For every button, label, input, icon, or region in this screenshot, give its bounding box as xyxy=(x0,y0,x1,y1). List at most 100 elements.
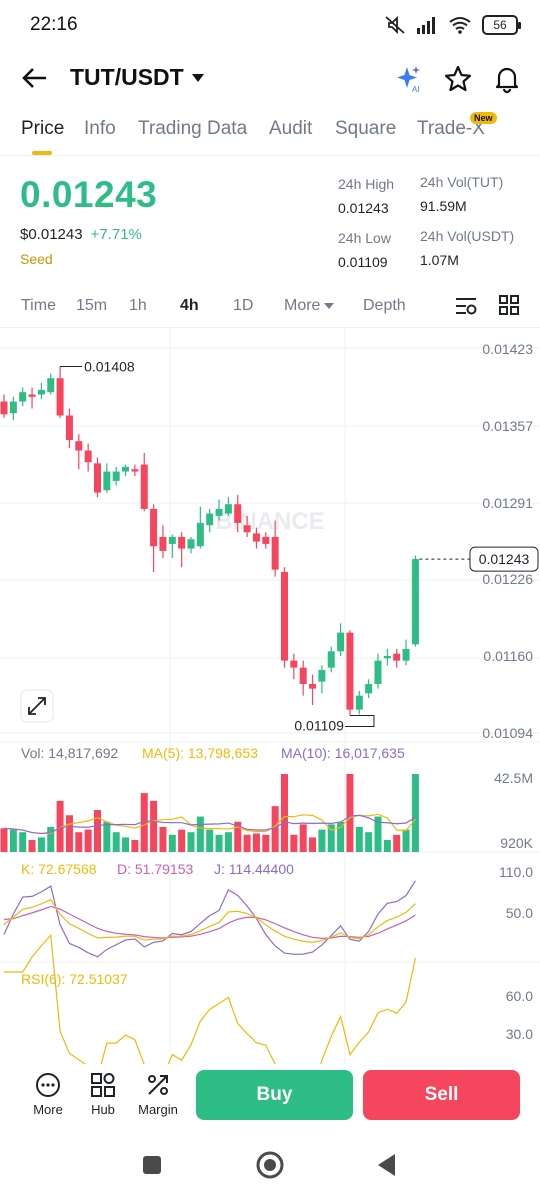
volume-bar xyxy=(159,826,167,852)
grid-layout-icon[interactable] xyxy=(498,294,520,316)
expand-button[interactable] xyxy=(20,689,54,723)
candle-body xyxy=(206,513,214,526)
stat-value: 0.01243 xyxy=(338,200,389,216)
candle-body xyxy=(299,667,307,684)
candle-body xyxy=(84,450,92,463)
status-icons: 56 xyxy=(384,14,521,36)
volume-bar xyxy=(365,832,373,852)
tab-trading-data[interactable]: Trading Data xyxy=(138,118,248,139)
pair-selector[interactable]: TUT/USDT xyxy=(70,64,204,91)
volume-bar xyxy=(383,840,391,852)
kdj-j-line xyxy=(3,880,416,958)
candle-body xyxy=(196,522,204,547)
kdj-j-label: J: 114.44400 xyxy=(214,861,294,877)
interval-time[interactable]: Time xyxy=(21,297,56,314)
kdj-tick-label: 110.0 xyxy=(499,864,533,880)
volume-bar xyxy=(196,816,204,852)
tab-info[interactable]: Info xyxy=(84,118,116,139)
price-tick-label: 0.01226 xyxy=(482,571,533,587)
rsi-label: RSI(6): 72.51037 xyxy=(21,971,128,987)
new-badge: New xyxy=(470,112,497,124)
indicator-settings-icon[interactable] xyxy=(454,294,478,318)
back-arrow-icon[interactable] xyxy=(20,64,50,92)
back-triangle-icon[interactable] xyxy=(375,1152,399,1178)
volume-bar xyxy=(56,800,64,852)
bell-icon[interactable] xyxy=(492,64,522,94)
candle-body xyxy=(252,533,260,542)
more-button[interactable]: More xyxy=(18,1072,78,1117)
volume-bar xyxy=(374,816,382,852)
tab-trade-x[interactable]: Trade-X xyxy=(417,118,485,139)
candle-body xyxy=(309,683,317,689)
rsi-tick-label: 30.0 xyxy=(506,1026,533,1042)
interval-more[interactable]: More xyxy=(284,297,335,315)
candle-body xyxy=(19,392,27,402)
home-circle-icon[interactable] xyxy=(255,1150,285,1180)
candle-body xyxy=(355,695,363,710)
candle-body xyxy=(56,378,64,416)
interval-15m[interactable]: 15m xyxy=(76,297,108,314)
interval-depth[interactable]: Depth xyxy=(363,297,406,314)
kdj-d-label: D: 51.79153 xyxy=(117,861,193,877)
volume-bar xyxy=(187,832,195,852)
volume-bar xyxy=(224,832,232,852)
tab-price[interactable]: Price xyxy=(21,118,65,139)
tab-square[interactable]: Square xyxy=(335,118,397,139)
volume-bar xyxy=(19,832,27,852)
price-chart[interactable]: BINANCE 0.014230.013570.012910.012260.01… xyxy=(0,328,540,1064)
mute-icon xyxy=(385,15,405,35)
candle-body xyxy=(9,401,17,414)
star-icon[interactable] xyxy=(443,64,473,94)
interval-more-label: More xyxy=(284,297,321,314)
volume-bar xyxy=(84,829,92,852)
volume-bar xyxy=(37,837,45,852)
interval-4h[interactable]: 4h xyxy=(180,297,199,314)
margin-button[interactable]: Margin xyxy=(128,1072,188,1117)
volume-bar xyxy=(122,837,130,852)
volume-bar xyxy=(178,829,186,852)
candle-body xyxy=(65,415,73,441)
volume-bar xyxy=(131,840,139,852)
volume-ma5-line xyxy=(3,813,416,835)
candle-body xyxy=(215,508,223,516)
volume-bar xyxy=(355,826,363,852)
interval-1d[interactable]: 1D xyxy=(233,297,254,314)
recents-square-icon[interactable] xyxy=(141,1154,163,1176)
buy-button[interactable]: Buy xyxy=(196,1070,353,1120)
system-nav-bar xyxy=(0,1134,540,1199)
caret-down-icon xyxy=(191,73,204,82)
interval-1h[interactable]: 1h xyxy=(129,297,147,314)
stat-value: 91.59M xyxy=(420,198,467,214)
volume-tick-label: 920K xyxy=(500,835,533,851)
volume-bar xyxy=(206,829,214,852)
tab-audit[interactable]: Audit xyxy=(269,118,313,139)
candle-body xyxy=(103,471,111,491)
candle-body xyxy=(112,471,120,481)
candle-body xyxy=(75,441,83,451)
kdj-pane: K: 72.67568 D: 51.79153 J: 114.44400 110.0 5… xyxy=(3,861,533,958)
stat-label: 24h Low xyxy=(338,230,391,246)
price-tick-label: 0.01423 xyxy=(482,341,533,357)
volume-bar xyxy=(262,834,270,852)
caret-down-icon xyxy=(324,302,335,309)
volume-bar xyxy=(281,774,288,852)
volume-bar xyxy=(94,810,101,852)
hub-icon xyxy=(91,1073,115,1097)
hub-button[interactable]: Hub xyxy=(73,1072,133,1117)
price-tick-label: 0.01094 xyxy=(482,725,533,741)
candle-body xyxy=(346,632,354,710)
kdj-d-line xyxy=(3,905,416,939)
change-percent: +7.71% xyxy=(90,226,142,243)
seed-tag[interactable]: Seed xyxy=(20,251,53,267)
sell-button[interactable]: Sell xyxy=(363,1070,520,1120)
chart-labels: 0.01423 0.01357 0.01291 0.01226 0.01160 0.010… xyxy=(60,341,539,741)
ai-sparkle-icon[interactable]: AI xyxy=(394,64,424,94)
volume-bar xyxy=(327,824,335,852)
candle-body xyxy=(393,653,401,661)
candle-body xyxy=(290,660,298,668)
candle-body xyxy=(402,648,410,661)
margin-label: Margin xyxy=(138,1102,178,1117)
watermark: BINANCE xyxy=(215,508,324,535)
volume-bar xyxy=(140,793,148,852)
candles xyxy=(0,366,419,716)
